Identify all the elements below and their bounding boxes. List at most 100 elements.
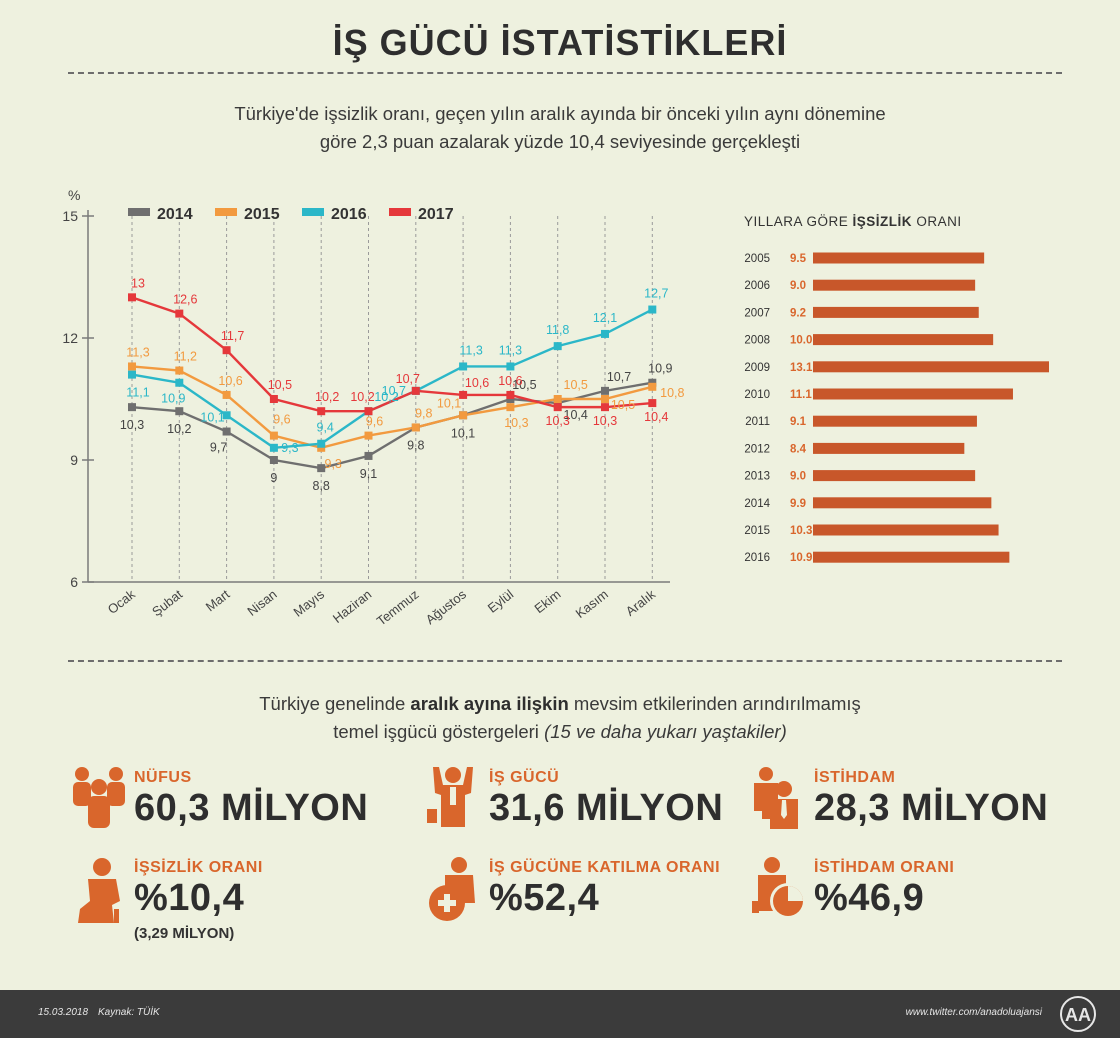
data-label-2016: 9,4 — [317, 421, 334, 435]
data-point-2017 — [364, 407, 373, 416]
bar-value-label: 9.1 — [790, 416, 807, 428]
bar-title-pre: YILLARA GÖRE — [744, 214, 853, 229]
population-label: NÜFUS — [134, 769, 192, 786]
population-value: 60,3 MİLYON — [134, 787, 369, 829]
data-label-2017: 10,6 — [465, 376, 489, 390]
unemployment-rate-value: %10,4 — [134, 877, 245, 919]
bar — [813, 334, 994, 346]
data-point-2016 — [175, 378, 184, 387]
bar — [813, 551, 1010, 563]
data-label-2016: 11,3 — [459, 343, 482, 357]
data-label-2014: 10,2 — [167, 422, 191, 436]
bar-value-label: 10.0 — [790, 335, 812, 347]
data-point-2015 — [506, 403, 515, 412]
data-point-2015 — [128, 362, 136, 371]
legend-label: 2017 — [418, 206, 454, 223]
bar-year-label: 2007 — [744, 307, 770, 319]
data-label-2016: 10,2 — [374, 390, 398, 404]
bar-year-label: 2014 — [744, 498, 770, 510]
x-tick-label: Mart — [203, 586, 233, 614]
legend-swatch — [215, 208, 237, 216]
bar — [813, 497, 992, 509]
data-point-2014 — [175, 407, 184, 416]
data-point-2017 — [317, 407, 326, 416]
data-point-2014 — [222, 427, 231, 436]
legend-label: 2016 — [331, 206, 367, 223]
bar-year-label: 2010 — [744, 389, 770, 401]
legend-label: 2015 — [244, 206, 280, 223]
data-point-2016 — [222, 411, 231, 420]
legend-swatch — [128, 208, 150, 216]
data-label-2014: 10,5 — [512, 378, 536, 392]
anadolu-agency-logo: AA — [1060, 996, 1096, 1032]
data-label-2015: 10,1 — [437, 396, 461, 410]
data-point-2014 — [648, 378, 657, 387]
bar-year-label: 2015 — [744, 525, 770, 537]
data-point-2017 — [459, 390, 468, 399]
data-label-2015: 10,6 — [218, 374, 242, 388]
participation-rate-label: İŞ GÜCÜNE KATILMA ORANI — [489, 859, 721, 876]
stat-population: NÜFUS 60,3 MİLYON — [70, 765, 390, 835]
bar-year-label: 2005 — [744, 253, 770, 265]
stat-labor-force: İŞ GÜCÜ 31,6 MİLYON — [425, 765, 745, 835]
bar-value-label: 13.1 — [790, 362, 813, 374]
data-label-2017: 10,3 — [546, 414, 570, 428]
data-label-2014: 10,4 — [564, 408, 588, 422]
data-point-2015 — [459, 411, 468, 420]
legend-swatch — [389, 208, 411, 216]
series-line-2017 — [131, 296, 653, 413]
page-subtitle: Türkiye'de işsizlik oranı, geçen yılın a… — [0, 100, 1120, 156]
data-label-2014: 8,8 — [313, 479, 330, 493]
data-label-2014: 10,3 — [120, 418, 144, 432]
employment-rate-label: İSTİHDAM ORANI — [814, 859, 955, 876]
data-label-2014: 9,7 — [210, 441, 227, 455]
data-label-2017: 10,5 — [268, 378, 292, 392]
x-tick-label: Nisan — [244, 587, 279, 619]
data-label-2014: 9 — [270, 471, 277, 485]
labor-force-label: İŞ GÜCÜ — [489, 769, 560, 786]
data-label-2016: 9,3 — [281, 441, 298, 455]
footer-bar: 15.03.2018 Kaynak: TÜİK www.twitter.com/… — [0, 990, 1120, 1038]
data-label-2016: 11,1 — [126, 386, 149, 400]
legend-label: 2014 — [157, 206, 193, 223]
data-point-2015 — [175, 366, 184, 375]
data-label-2016: 10,7 — [382, 384, 406, 398]
data-point-2017 — [222, 346, 231, 355]
data-point-2014 — [128, 403, 136, 412]
series-line-2015 — [131, 365, 653, 450]
divider-top — [68, 72, 1062, 74]
x-tick-label: Ekim — [532, 587, 564, 617]
subtitle-line-2: göre 2,3 puan azalarak yüzde 10,4 seviye… — [319, 131, 801, 152]
data-point-2017 — [601, 403, 609, 412]
data-label-2016: 12,7 — [644, 287, 668, 301]
data-label-2016: 10,1 — [200, 410, 224, 424]
participation-rate-value: %52,4 — [489, 877, 600, 919]
stat-unemployment-rate: İŞSİZLİK ORANI %10,4 (3,29 MİLYON) — [70, 855, 390, 945]
y-unit-label: % — [68, 187, 80, 203]
data-label-2014: 10,7 — [607, 370, 631, 384]
bar-value-label: 9.9 — [790, 498, 806, 510]
data-label-2017: 11,7 — [221, 329, 244, 343]
footer-twitter-link[interactable]: www.twitter.com/anadoluajansi — [905, 1007, 1042, 1018]
bar — [813, 306, 979, 318]
data-label-2017: 13 — [131, 276, 145, 290]
bar-value-label: 11.1 — [790, 389, 812, 401]
data-point-2017 — [269, 395, 278, 403]
data-label-2017: 10,2 — [350, 390, 374, 404]
labor-force-value: 31,6 MİLYON — [489, 787, 724, 829]
data-point-2016 — [601, 329, 609, 338]
y-tick-label: 9 — [70, 452, 78, 468]
indicators-intro: Türkiye genelinde aralık ayına ilişkin m… — [0, 690, 1120, 746]
footer-date: 15.03.2018 — [38, 1007, 89, 1018]
bar — [813, 361, 1049, 373]
bar — [813, 388, 1013, 400]
data-label-2014: 9,1 — [360, 467, 377, 481]
bar — [813, 470, 976, 482]
bar-value-label: 8.4 — [790, 443, 807, 455]
data-label-2014: 10,9 — [648, 362, 672, 376]
data-point-2016 — [128, 370, 136, 379]
indicators-intro-line-2: temel işgücü göstergeleri (15 ve daha yu… — [0, 718, 1120, 746]
intro-text-pre: Türkiye genelinde — [259, 693, 411, 714]
data-point-2015 — [648, 382, 657, 391]
bar-year-label: 2008 — [744, 335, 770, 347]
